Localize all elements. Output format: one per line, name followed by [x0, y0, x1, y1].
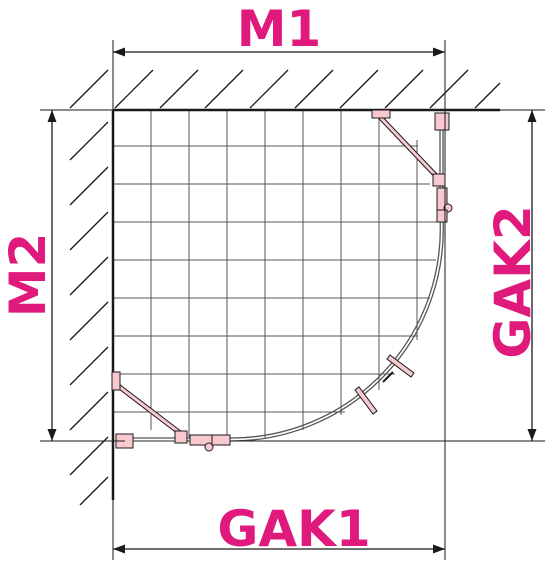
dimension-lines	[47, 47, 537, 554]
diagonal-panel-bottom-left	[111, 371, 188, 444]
label-gak2: GAK2	[484, 205, 542, 358]
wall-hatching-left	[69, 121, 109, 506]
wall-lines	[111, 108, 500, 500]
wall-hatching-top	[69, 69, 501, 109]
label-gak1: GAK1	[217, 500, 370, 558]
floor-tile-grid	[113, 111, 438, 440]
label-m1: M1	[237, 0, 322, 58]
diagonal-panel-top-right	[371, 109, 446, 187]
door-hardware	[115, 112, 453, 452]
label-m2: M2	[0, 233, 57, 318]
door-handles	[354, 354, 415, 415]
curved-door	[125, 120, 444, 442]
extension-lines	[40, 40, 545, 560]
